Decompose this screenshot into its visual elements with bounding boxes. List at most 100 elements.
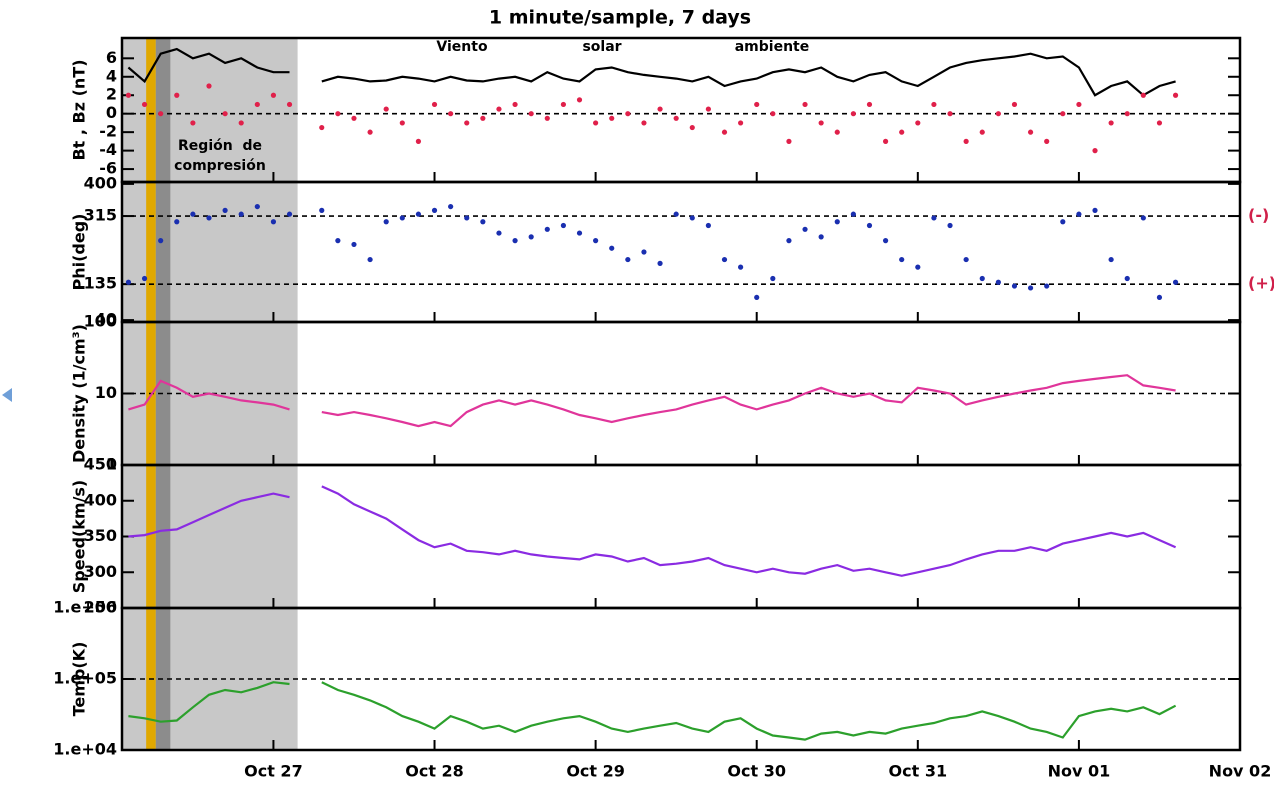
- data-point: [254, 203, 260, 210]
- chart-title: 1 minute/sample, 7 days: [489, 7, 751, 29]
- data-point: [754, 294, 760, 301]
- data-point: [721, 256, 728, 263]
- y-tick-label: 250: [84, 598, 117, 617]
- data-point: [286, 211, 293, 217]
- data-point: [383, 106, 389, 112]
- data-point: [882, 138, 889, 144]
- data-point: [238, 120, 244, 126]
- data-point: [254, 101, 260, 108]
- x-tick-label: Nov 02: [1209, 762, 1272, 781]
- data-point: [1044, 283, 1050, 289]
- data-point: [834, 129, 840, 135]
- data-point: [1172, 279, 1179, 285]
- data-point: [673, 211, 679, 217]
- x-tick-label: Oct 29: [566, 762, 625, 781]
- data-point: [560, 222, 567, 229]
- data-point: [979, 275, 985, 282]
- data-point: [415, 211, 422, 217]
- data-point: [270, 92, 277, 98]
- data-line: [128, 681, 1177, 741]
- data-point: [1044, 138, 1050, 144]
- data-point: [125, 92, 132, 98]
- data-point: [609, 115, 615, 121]
- data-point: [1027, 129, 1034, 135]
- data-point: [1156, 294, 1163, 301]
- data-point: [464, 120, 470, 126]
- data-point: [367, 256, 373, 263]
- data-point: [802, 226, 808, 232]
- region-annotation: Viento: [436, 39, 488, 55]
- data-point: [818, 120, 824, 126]
- data-point: [705, 106, 711, 112]
- data-point: [174, 219, 180, 225]
- decor-arrow: [2, 388, 12, 402]
- data-point: [1108, 256, 1114, 263]
- y-tick-label: -4: [99, 140, 117, 159]
- data-point: [367, 129, 373, 135]
- data-point: [286, 101, 293, 108]
- data-point: [206, 83, 212, 89]
- x-tick-label: Oct 30: [727, 762, 786, 781]
- data-point: [995, 279, 1001, 285]
- y-axis-label: Density (1/cm³): [70, 324, 89, 463]
- data-point: [190, 120, 196, 126]
- data-point: [738, 264, 744, 270]
- data-point: [448, 203, 454, 210]
- data-point: [351, 115, 357, 121]
- y-axis-label: Bt , Bz (nT): [70, 59, 89, 160]
- data-point: [1076, 211, 1082, 217]
- data-line: [127, 47, 1176, 97]
- data-point: [1124, 275, 1130, 282]
- data-point: [770, 111, 776, 117]
- data-point: [866, 101, 873, 108]
- data-line: [128, 485, 1177, 577]
- data-point: [528, 234, 534, 240]
- x-tick-label: Oct 28: [405, 762, 464, 781]
- data-point: [963, 256, 969, 263]
- y-tick-label: 135: [84, 274, 117, 293]
- data-point: [158, 238, 164, 244]
- y-tick-label: 400: [84, 490, 117, 509]
- data-point: [593, 238, 599, 244]
- data-point: [351, 241, 357, 248]
- data-point: [480, 219, 486, 225]
- data-point: [641, 120, 647, 126]
- data-point: [1011, 283, 1018, 289]
- data-point: [496, 230, 502, 236]
- data-point: [915, 264, 921, 270]
- data-point: [995, 111, 1001, 117]
- region-annotation: ambiente: [735, 39, 810, 55]
- reference-label: (-): [1248, 206, 1269, 225]
- data-point: [1108, 120, 1114, 126]
- data-point: [689, 124, 695, 131]
- data-point: [979, 129, 985, 135]
- data-point: [576, 230, 583, 236]
- y-tick-label: 1: [106, 455, 117, 474]
- region-annotation: compresión: [174, 158, 266, 174]
- data-point: [899, 256, 905, 263]
- data-point: [593, 120, 599, 126]
- data-point: [818, 234, 824, 240]
- data-point: [931, 101, 937, 108]
- data-point: [528, 111, 534, 117]
- data-point: [415, 138, 422, 144]
- y-tick-label: 4: [106, 66, 117, 85]
- data-point: [448, 111, 454, 117]
- x-tick-label: Oct 27: [244, 762, 303, 781]
- data-point: [512, 238, 518, 244]
- data-point: [657, 106, 663, 112]
- data-point: [1124, 111, 1130, 117]
- data-point: [238, 211, 244, 217]
- data-point: [915, 120, 921, 126]
- data-point: [576, 97, 583, 103]
- data-point: [544, 226, 550, 232]
- data-point: [383, 219, 389, 225]
- data-point: [544, 115, 550, 121]
- y-tick-label: 100: [84, 312, 117, 331]
- y-tick-label: 1.e+04: [53, 740, 117, 759]
- data-point: [689, 215, 695, 221]
- data-point: [206, 215, 212, 221]
- data-point: [738, 120, 744, 126]
